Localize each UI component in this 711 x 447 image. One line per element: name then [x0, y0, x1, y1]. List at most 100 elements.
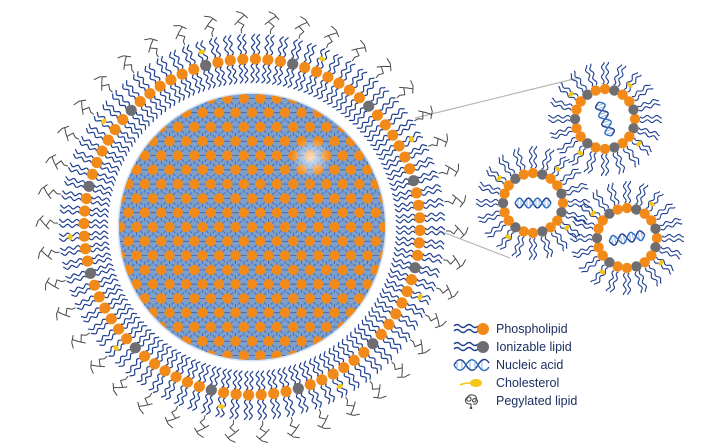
core-micelle — [230, 136, 241, 147]
lipid-tail — [61, 257, 83, 266]
core-micelle — [164, 164, 175, 175]
core-micelle — [147, 250, 159, 261]
micelle-tail — [369, 177, 373, 181]
micelle-tail — [247, 206, 251, 210]
core-micelle — [304, 264, 315, 276]
micelle-tail — [212, 230, 216, 234]
micelle-tail — [262, 277, 266, 281]
micelle-tail — [255, 335, 259, 339]
lipid-tail — [295, 393, 304, 414]
lipid-tail — [101, 161, 120, 172]
micelle-tail — [352, 301, 356, 305]
micelle-tail — [313, 235, 317, 239]
lipid-tail — [255, 370, 261, 391]
micelle-tail — [270, 158, 274, 162]
lipid-tail — [136, 71, 150, 89]
lipid-tail — [198, 362, 207, 382]
lipid-tail — [420, 184, 442, 192]
lipid-tail — [144, 65, 157, 84]
micelle-tail — [171, 301, 175, 305]
lipid-tail — [656, 206, 676, 220]
lipid-tail — [282, 36, 289, 58]
phospholipid-head — [575, 96, 586, 107]
ionizable-lipid-head — [556, 188, 567, 199]
core-micelle — [321, 207, 332, 218]
lipid-tail — [320, 385, 331, 405]
micelle-tail — [204, 235, 208, 239]
core-micelle — [255, 293, 266, 304]
lipid-tail — [131, 325, 148, 339]
lipid-tail — [422, 252, 443, 260]
micelle-tail — [278, 106, 282, 110]
micelle-tail — [214, 349, 218, 353]
lipid-tail — [547, 119, 571, 124]
legend-item-ionizable-lipid: Ionizable lipid — [452, 338, 702, 356]
micelle-tail — [214, 187, 218, 191]
micelle-tail — [319, 130, 323, 134]
ionizable-lipid-head — [129, 342, 141, 354]
lipid-tail — [569, 238, 593, 243]
micelle-tail — [313, 301, 317, 305]
micelle-tail — [328, 201, 332, 205]
cholesterol — [336, 383, 343, 389]
micelle-tail — [280, 244, 284, 248]
micelle-tail — [336, 273, 340, 277]
micelle-tail — [179, 115, 183, 119]
micelle-tail — [197, 177, 201, 181]
micelle-tail — [196, 106, 200, 110]
lipid-tail — [266, 369, 273, 390]
micelle-tail — [154, 244, 158, 248]
core-micelle — [263, 250, 274, 261]
micelle-tail — [237, 187, 241, 191]
lipid-tail — [288, 365, 297, 385]
micelle-tail — [280, 349, 284, 353]
micelle-tail — [295, 344, 299, 348]
micelle-tail — [164, 158, 168, 162]
core-micelle — [329, 221, 340, 233]
micelle-tail — [222, 249, 226, 253]
micelle-tail — [238, 249, 242, 253]
core-micelle — [354, 178, 365, 190]
core-micelle — [139, 236, 150, 247]
phospholipid-head — [113, 323, 125, 335]
lipid-tail — [182, 46, 192, 66]
micelle-tail — [121, 244, 125, 248]
lipid-tail — [145, 336, 160, 352]
micelle-tail — [344, 144, 348, 148]
micelle-tail — [164, 273, 168, 277]
lipid-tail — [558, 85, 576, 101]
lipid-tail — [277, 367, 285, 388]
lipid-tail — [336, 95, 349, 111]
micelle-tail — [131, 263, 135, 267]
lipid-tail — [169, 85, 181, 103]
core-micelle — [329, 250, 340, 261]
micelle-tail — [319, 120, 323, 124]
micelle-tail — [262, 163, 266, 167]
micelle-tail — [329, 149, 333, 153]
lipid-tail — [88, 219, 109, 224]
micelle-tail — [156, 316, 160, 319]
pegylated-lipid — [414, 105, 433, 122]
core-micelle — [263, 279, 274, 290]
micelle-tail — [370, 277, 374, 281]
lipid-tail — [648, 264, 662, 284]
micelle-tail — [220, 206, 224, 210]
micelle-tail — [171, 263, 175, 267]
micelle-tail — [255, 163, 259, 167]
lipid-tail — [282, 67, 290, 87]
micelle-tail — [311, 316, 315, 319]
micelle-tail — [197, 263, 201, 267]
phospholipid-head — [322, 71, 334, 83]
phospholipid-head — [91, 156, 103, 169]
micelle-tail — [156, 163, 160, 167]
micelle-tail — [278, 277, 282, 281]
micelle-tail — [121, 273, 125, 277]
lipid-tail — [344, 102, 359, 118]
micelle-tail — [247, 349, 251, 353]
lipid-tail — [122, 83, 136, 100]
cholesterol — [658, 259, 664, 266]
lipid-tail — [364, 80, 379, 97]
micelle-tail — [270, 101, 274, 105]
micelle-tail — [189, 173, 193, 177]
micelle-tail — [148, 206, 152, 210]
